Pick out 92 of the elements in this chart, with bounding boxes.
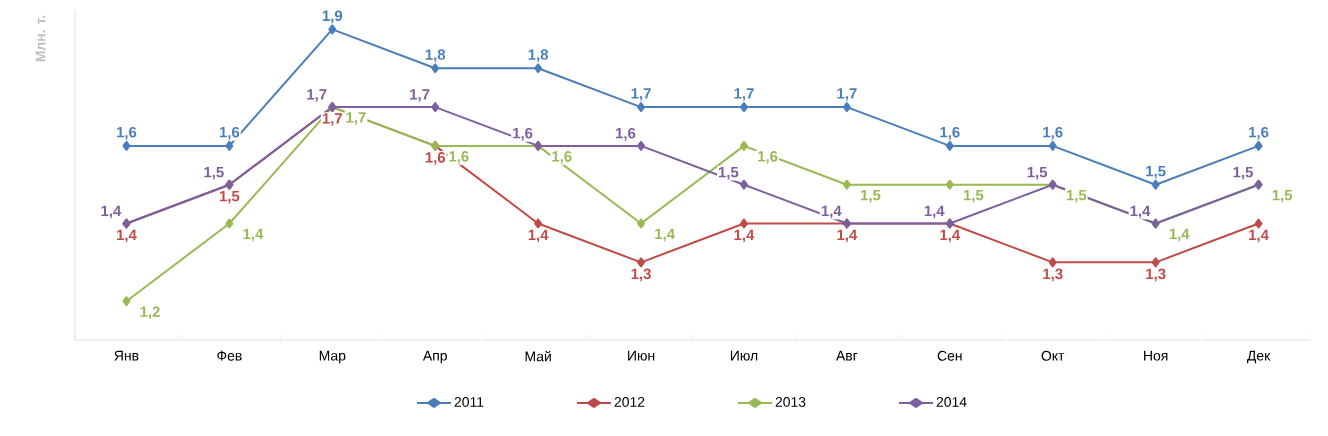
data-label: 1,6 — [449, 151, 469, 164]
data-label: 1,6 — [552, 151, 572, 164]
data-label: 1,7 — [837, 88, 857, 101]
point — [1151, 179, 1160, 190]
data-label: 1,4 — [1130, 205, 1151, 219]
x-tick-label: Май — [525, 350, 551, 362]
data-label: 1,3 — [1043, 268, 1063, 282]
point — [431, 102, 440, 113]
data-label: 1,5 — [963, 189, 984, 203]
point — [225, 140, 234, 151]
data-label: 1,7 — [734, 88, 754, 101]
point — [842, 179, 851, 190]
point — [739, 140, 748, 151]
legend-label: 2013 — [775, 396, 806, 407]
data-label: 1,6 — [117, 126, 137, 140]
data-label: 1,5 — [219, 190, 240, 204]
data-label: 1,8 — [528, 49, 549, 63]
data-label: 1,4 — [940, 229, 961, 243]
point — [739, 218, 748, 229]
x-tick-label: Июн — [628, 350, 655, 361]
point — [637, 102, 646, 113]
data-label: 1,8 — [425, 49, 446, 63]
data-label: 1,7 — [631, 88, 651, 101]
point — [739, 179, 748, 190]
point — [122, 140, 131, 151]
data-label: 1,5 — [718, 166, 739, 180]
data-label: 1,5 — [204, 166, 224, 180]
point — [328, 24, 337, 35]
point — [1048, 257, 1057, 268]
data-label: 1,4 — [924, 205, 945, 219]
legend-label: 2012 — [614, 396, 645, 407]
data-label: 1,9 — [322, 10, 343, 24]
point — [945, 179, 954, 190]
data-label: 1,4 — [1169, 228, 1190, 242]
data-label: 1,6 — [513, 127, 533, 141]
data-label: 1,5 — [861, 189, 881, 203]
data-label: 1,5 — [1233, 166, 1253, 180]
data-label: 1,6 — [1043, 126, 1063, 140]
x-tick-label: Дек — [1247, 350, 1271, 364]
data-label: 1,4 — [528, 229, 549, 243]
data-label: 1,6 — [616, 127, 636, 141]
point — [637, 218, 646, 229]
x-tick-label: Янв — [114, 350, 139, 361]
point — [945, 140, 954, 151]
data-label: 1,7 — [410, 89, 430, 102]
data-label: 1,2 — [140, 306, 160, 320]
data-label: 1,7 — [346, 112, 366, 125]
data-label: 1,6 — [758, 151, 778, 164]
data-label: 1,4 — [821, 205, 842, 219]
data-label: 1,5 — [1272, 189, 1293, 203]
data-label: 1,7 — [307, 89, 327, 102]
point — [842, 102, 851, 113]
data-label: 1,6 — [219, 126, 240, 140]
data-label: 1,6 — [940, 126, 960, 140]
data-label: 1,4 — [101, 205, 122, 219]
data-label: 1,5 — [1027, 166, 1048, 180]
point — [637, 140, 646, 151]
data-label: 1,3 — [631, 268, 651, 282]
point — [1254, 140, 1263, 151]
point — [739, 102, 748, 113]
data-label: 1,3 — [1146, 268, 1166, 282]
point — [431, 63, 440, 74]
x-tick-label: Ноя — [1144, 350, 1168, 361]
point — [637, 257, 646, 268]
data-label: 1,4 — [655, 228, 675, 242]
point — [534, 218, 543, 229]
x-tick-label: Авг — [836, 350, 858, 361]
x-tick-label: Апр — [422, 350, 447, 364]
legend-label: 2011 — [454, 396, 484, 407]
point — [1048, 140, 1057, 151]
y-axis-title: Млн. т. — [35, 15, 46, 62]
x-tick-label: Июл — [730, 350, 758, 361]
point — [534, 63, 543, 74]
data-label: 1,7 — [322, 113, 343, 126]
point — [1151, 257, 1160, 268]
point — [1254, 218, 1263, 229]
legend-label: 2014 — [936, 396, 967, 407]
data-label: 1,4 — [117, 229, 137, 243]
data-label: 1,5 — [1146, 165, 1166, 179]
data-label: 1,4 — [734, 229, 755, 243]
point — [225, 218, 234, 229]
data-label: 1,4 — [837, 229, 858, 243]
x-tick-label: Окт — [1041, 350, 1065, 361]
x-tick-label: Сен — [937, 350, 962, 361]
data-label: 1,4 — [243, 228, 264, 242]
data-label: 1,6 — [1249, 126, 1269, 140]
x-tick-label: Мар — [319, 350, 346, 364]
x-tick-label: Фев — [217, 350, 242, 361]
data-label: 1,6 — [425, 152, 446, 165]
data-label: 1,4 — [1249, 229, 1269, 243]
data-label: 1,5 — [1066, 189, 1087, 203]
point — [122, 296, 131, 307]
